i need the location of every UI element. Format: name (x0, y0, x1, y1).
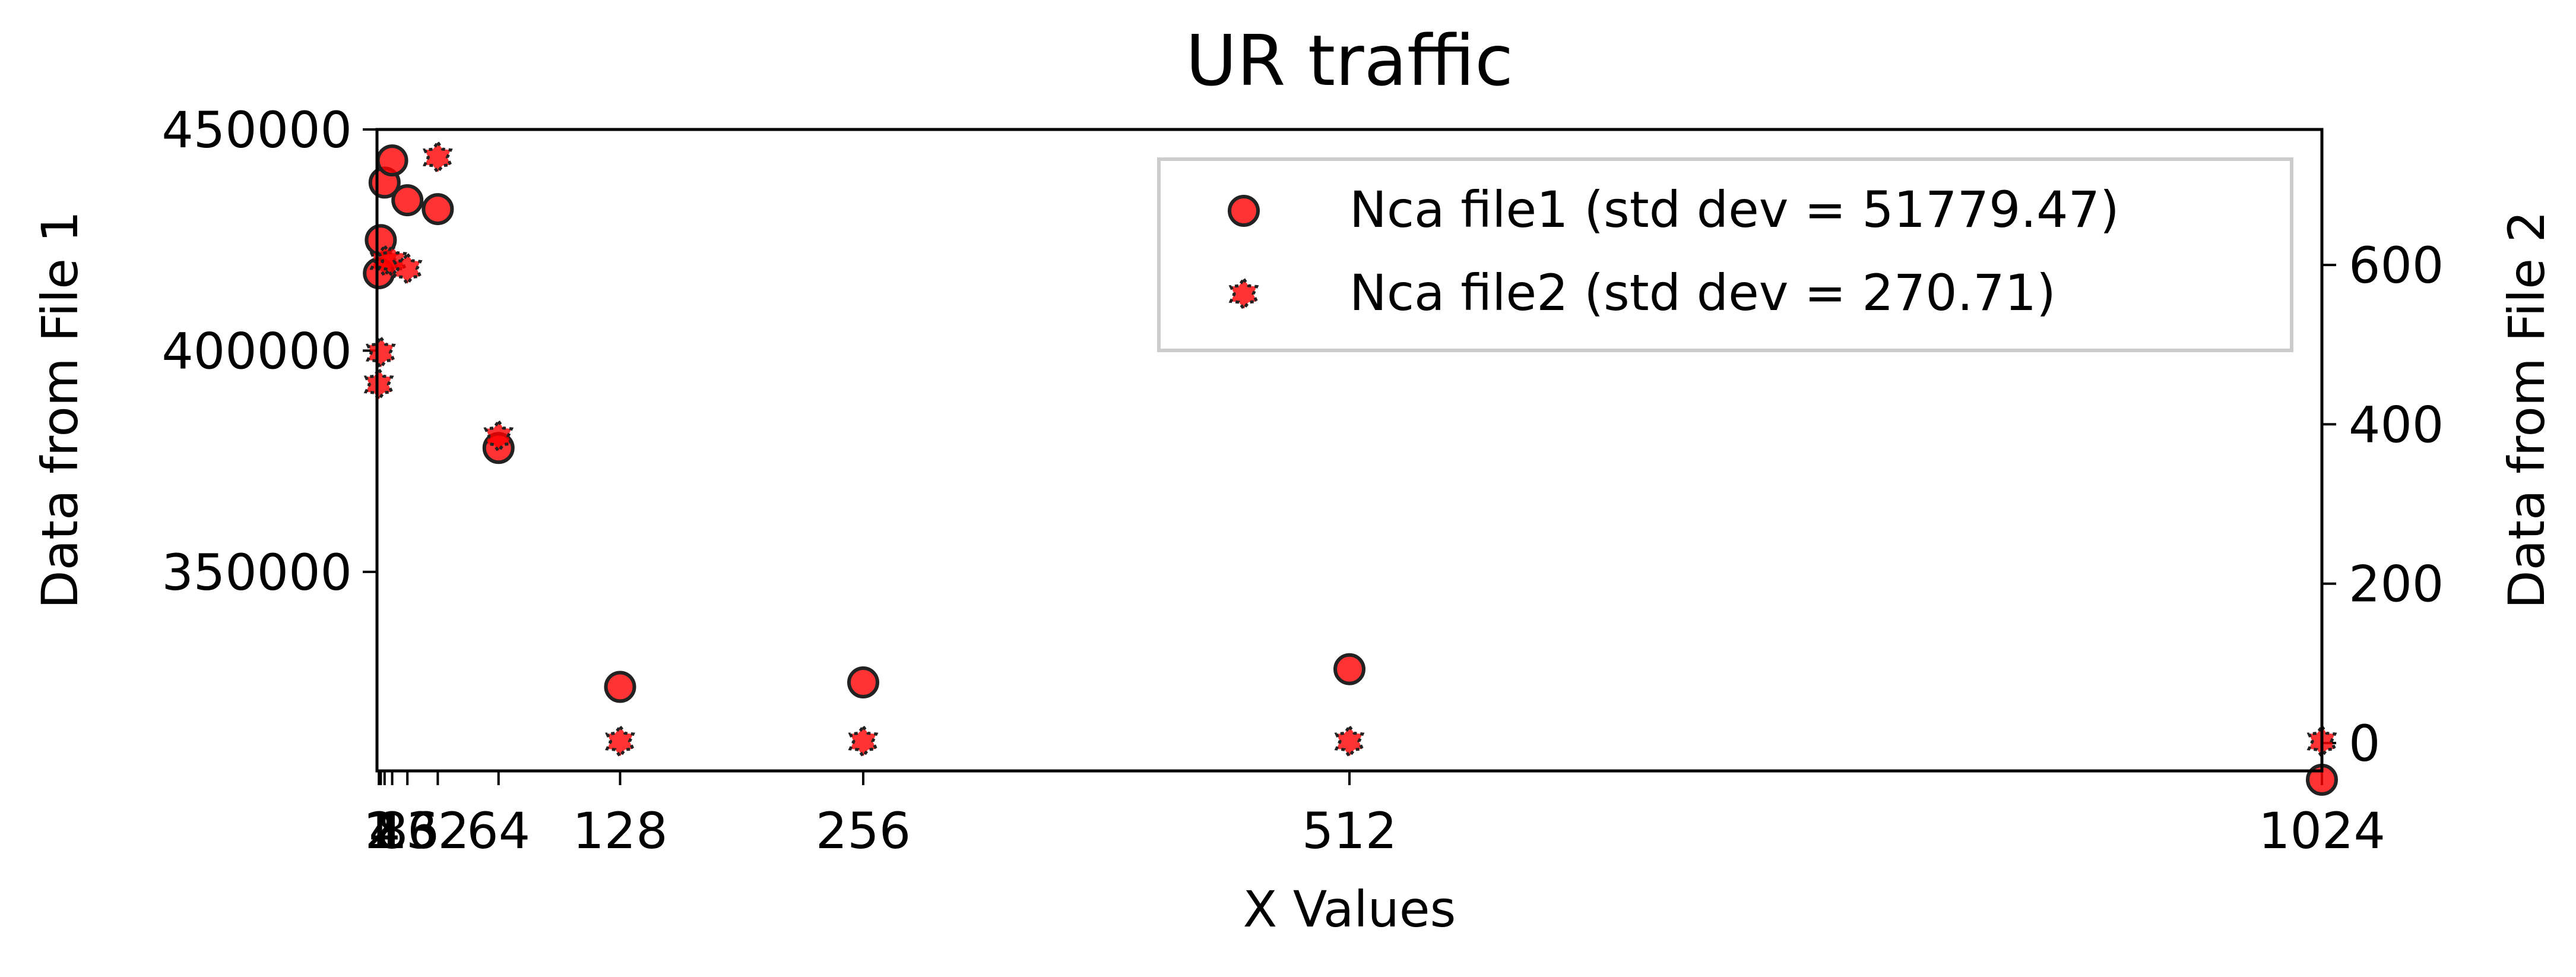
x-tick-label: 8 (376, 802, 408, 860)
y-axis-label-left: Data from File 1 (31, 211, 89, 609)
legend-label-series-1: Nca file1 (std dev = 51779.47) (1349, 181, 2119, 239)
data-point-series-1 (391, 184, 424, 217)
legend-marker-series-2 (1228, 276, 1259, 312)
data-point-series-2 (422, 140, 453, 175)
x-tick-label: 2 (365, 802, 397, 860)
x-tick-label: 128 (572, 802, 667, 860)
legend: Nca file1 (std dev = 51779.47) Nca file2… (1157, 157, 2293, 352)
data-point-series-2 (365, 335, 396, 371)
y-axis-label-right: Data from File 2 (2498, 211, 2556, 609)
data-point-series-2 (605, 724, 635, 759)
chart-title: UR traffic (1186, 20, 1513, 102)
legend-box (1157, 157, 2293, 352)
data-point-series-1 (422, 193, 454, 226)
legend-marker-series-1 (1228, 195, 1260, 227)
legend-label-series-2: Nca file2 (std dev = 270.71) (1349, 264, 2056, 322)
y-left-tick-label: 450000 (161, 101, 352, 159)
y-left-tick-label: 400000 (161, 322, 352, 380)
x-tick-label: 1 (363, 802, 394, 860)
y-right-tick-label: 200 (2349, 555, 2444, 614)
x-tick-label: 256 (816, 802, 911, 860)
y-right-tick-label: 600 (2349, 236, 2444, 295)
x-tick-label: 64 (467, 802, 530, 860)
data-point-series-2 (483, 419, 514, 454)
data-point-series-2 (848, 724, 879, 759)
x-tick-label: 512 (1302, 802, 1397, 860)
x-tick-label: 16 (376, 802, 439, 860)
plot-frame (375, 128, 2324, 773)
x-tick-label: 4 (369, 802, 400, 860)
data-point-series-2 (363, 366, 394, 402)
data-point-series-1 (376, 144, 408, 177)
data-point-series-1 (604, 671, 636, 703)
data-point-series-1 (1333, 653, 1365, 685)
data-point-series-2 (1334, 724, 1365, 759)
x-tick-label: 1024 (2258, 802, 2385, 860)
data-point-series-1 (847, 666, 879, 699)
x-axis-label: X Values (1243, 880, 1456, 938)
x-tick-label: 32 (406, 802, 470, 860)
y-right-tick-label: 400 (2349, 396, 2444, 454)
y-right-tick-label: 0 (2349, 714, 2380, 773)
data-point-series-2 (392, 251, 423, 287)
y-left-tick-label: 350000 (161, 543, 352, 602)
